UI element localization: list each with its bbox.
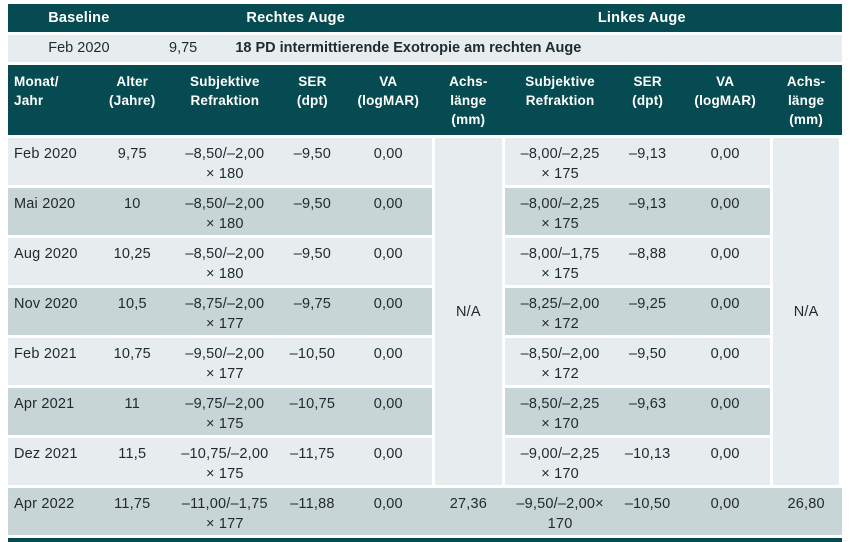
cell-va-right: 0,00 — [344, 135, 432, 186]
cell-refraction-right: –9,50/–2,00 × 177 — [169, 335, 280, 386]
col-header-age: Alter (Jahre) — [94, 65, 170, 136]
cell-month: Apr 2021 — [8, 385, 95, 436]
table-row: Aug 2020 10,25 –8,50/–2,00 × 180 –9,50 0… — [8, 235, 842, 286]
cell-va-left: 0,00 — [680, 385, 771, 436]
col-header-refraction-right: Subjektive Refraktion — [169, 65, 280, 136]
cell-refraction-left: –8,00/–2,25 × 175 — [505, 135, 616, 186]
cell-ser-right: –10,50 — [279, 335, 345, 386]
cell-month: Nov 2020 — [8, 285, 95, 336]
cell-ser-left: –9,25 — [615, 285, 681, 336]
cell-va-left: 0,00 — [680, 485, 771, 536]
cell-va-right: 0,00 — [344, 435, 432, 486]
cell-age: 9,75 — [94, 135, 170, 186]
cell-va-left: 0,00 — [680, 135, 771, 186]
col-header-va-left: VA (logMAR) — [680, 65, 771, 136]
baseline-date: Feb 2020 — [48, 40, 110, 56]
cell-ser-right: –9,50 — [279, 235, 345, 286]
cell-ser-left: –10,50 — [615, 485, 681, 536]
cell-refraction-left: –8,25/–2,00 × 172 — [505, 285, 616, 336]
cell-refraction-right: –9,75/–2,00 × 175 — [169, 385, 280, 436]
col-header-ser-left: SER (dpt) — [615, 65, 681, 136]
table-row: Feb 2020 9,75 –8,50/–2,00 × 180 –9,50 0,… — [8, 135, 842, 486]
cell-ser-left: –9,13 — [615, 135, 681, 186]
cell-refraction-left: –8,50/–2,00 × 172 — [505, 335, 616, 386]
cell-ser-right: –9,50 — [279, 185, 345, 236]
cell-axial-left: 26,80 — [770, 485, 842, 536]
cell-va-left: 0,00 — [680, 435, 771, 486]
cell-refraction-right: –11,00/–1,75 × 177 — [169, 485, 280, 536]
cell-month: Dez 2021 — [8, 435, 95, 486]
cell-ser-right: –11,88 — [279, 485, 345, 536]
cell-va-left: 0,00 — [680, 235, 771, 286]
cell-age: 11,5 — [94, 435, 170, 486]
cell-ser-left: –9,63 — [615, 385, 681, 436]
cell-va-right: 0,00 — [344, 335, 432, 386]
cell-refraction-right: –8,75/–2,00 × 177 — [169, 285, 280, 336]
cell-axial-right-na: N/A — [431, 135, 506, 486]
cell-refraction-left: –8,00/–1,75 × 175 — [505, 235, 616, 286]
cell-month: Apr 2022 — [8, 485, 95, 536]
column-header-row: Monat/ Jahr Alter (Jahre) Subjektive Ref… — [8, 65, 842, 136]
col-header-ser-right: SER (dpt) — [279, 65, 345, 136]
table-row: Apr 2021 11 –9,75/–2,00 × 175 –10,75 0,0… — [8, 385, 842, 436]
cell-refraction-right: –10,75/–2,00 × 175 — [169, 435, 280, 486]
cell-ser-right: –10,75 — [279, 385, 345, 436]
cell-refraction-left: –9,00/–2,25 × 170 — [505, 435, 616, 486]
cell-axial-left-na: N/A — [770, 135, 842, 486]
cell-month: Mai 2020 — [8, 185, 95, 236]
baseline-header-label: Baseline — [48, 10, 110, 26]
col-header-month: Monat/ Jahr — [8, 65, 95, 136]
cell-refraction-right: –8,50/–2,00 × 180 — [169, 135, 280, 186]
col-header-axial-right: Achs- länge (mm) — [431, 65, 506, 136]
cell-va-right: 0,00 — [344, 385, 432, 436]
cell-ser-right: –11,75 — [279, 435, 345, 486]
cell-age: 10,75 — [94, 335, 170, 386]
measurements-table: Monat/ Jahr Alter (Jahre) Subjektive Ref… — [8, 65, 842, 536]
table-row: Mai 2020 10 –8,50/–2,00 × 180 –9,50 0,00… — [8, 185, 842, 236]
cell-va-left: 0,00 — [680, 185, 771, 236]
cell-refraction-left: –8,50/–2,25 × 170 — [505, 385, 616, 436]
cell-ser-right: –9,75 — [279, 285, 345, 336]
cell-refraction-right: –8,50/–2,00 × 180 — [169, 235, 280, 286]
table-row: Nov 2020 10,5 –8,75/–2,00 × 177 –9,75 0,… — [8, 285, 842, 336]
table-row: Feb 2021 10,75 –9,50/–2,00 × 177 –10,50 … — [8, 335, 842, 386]
cell-age: 10,25 — [94, 235, 170, 286]
cell-va-left: 0,00 — [680, 335, 771, 386]
cell-va-right: 0,00 — [344, 185, 432, 236]
table-row: Apr 2022 11,75 –11,00/–1,75 × 177 –11,88… — [8, 485, 842, 536]
cell-month: Feb 2021 — [8, 335, 95, 386]
cell-refraction-left: –9,50/–2,00× 170 — [505, 485, 616, 536]
table-top-header: Baseline Rechtes Auge Linkes Auge — [8, 4, 842, 32]
cell-ser-left: –8,88 — [615, 235, 681, 286]
left-eye-header-label: Linkes Auge — [597, 10, 686, 26]
col-header-axial-left: Achs- länge (mm) — [770, 65, 842, 136]
cell-ser-right: –9,50 — [279, 135, 345, 186]
col-header-va-right: VA (logMAR) — [344, 65, 432, 136]
cell-month: Aug 2020 — [8, 235, 95, 286]
cell-month: Feb 2020 — [8, 135, 95, 186]
table-row: Dez 2021 11,5 –10,75/–2,00 × 175 –11,75 … — [8, 435, 842, 486]
baseline-note: 18 PD intermittierende Exotropie am rech… — [235, 40, 582, 56]
cell-refraction-right: –8,50/–2,00 × 180 — [169, 185, 280, 236]
cell-axial-right: 27,36 — [431, 485, 506, 536]
cell-refraction-left: –8,00/–2,25 × 175 — [505, 185, 616, 236]
cell-ser-left: –9,50 — [615, 335, 681, 386]
cell-age: 11 — [94, 385, 170, 436]
cell-va-right: 0,00 — [344, 485, 432, 536]
cell-va-right: 0,00 — [344, 235, 432, 286]
right-eye-header-label: Rechtes Auge — [246, 10, 345, 26]
cell-age: 10,5 — [94, 285, 170, 336]
baseline-age: 9,75 — [169, 40, 198, 56]
cell-ser-left: –10,13 — [615, 435, 681, 486]
cell-age: 10 — [94, 185, 170, 236]
cell-ser-left: –9,13 — [615, 185, 681, 236]
table-bottom-border — [8, 538, 842, 542]
baseline-row: Feb 2020 9,75 18 PD intermittierende Exo… — [8, 35, 842, 62]
cell-va-left: 0,00 — [680, 285, 771, 336]
cell-age: 11,75 — [94, 485, 170, 536]
cell-va-right: 0,00 — [344, 285, 432, 336]
col-header-refraction-left: Subjektive Refraktion — [505, 65, 616, 136]
